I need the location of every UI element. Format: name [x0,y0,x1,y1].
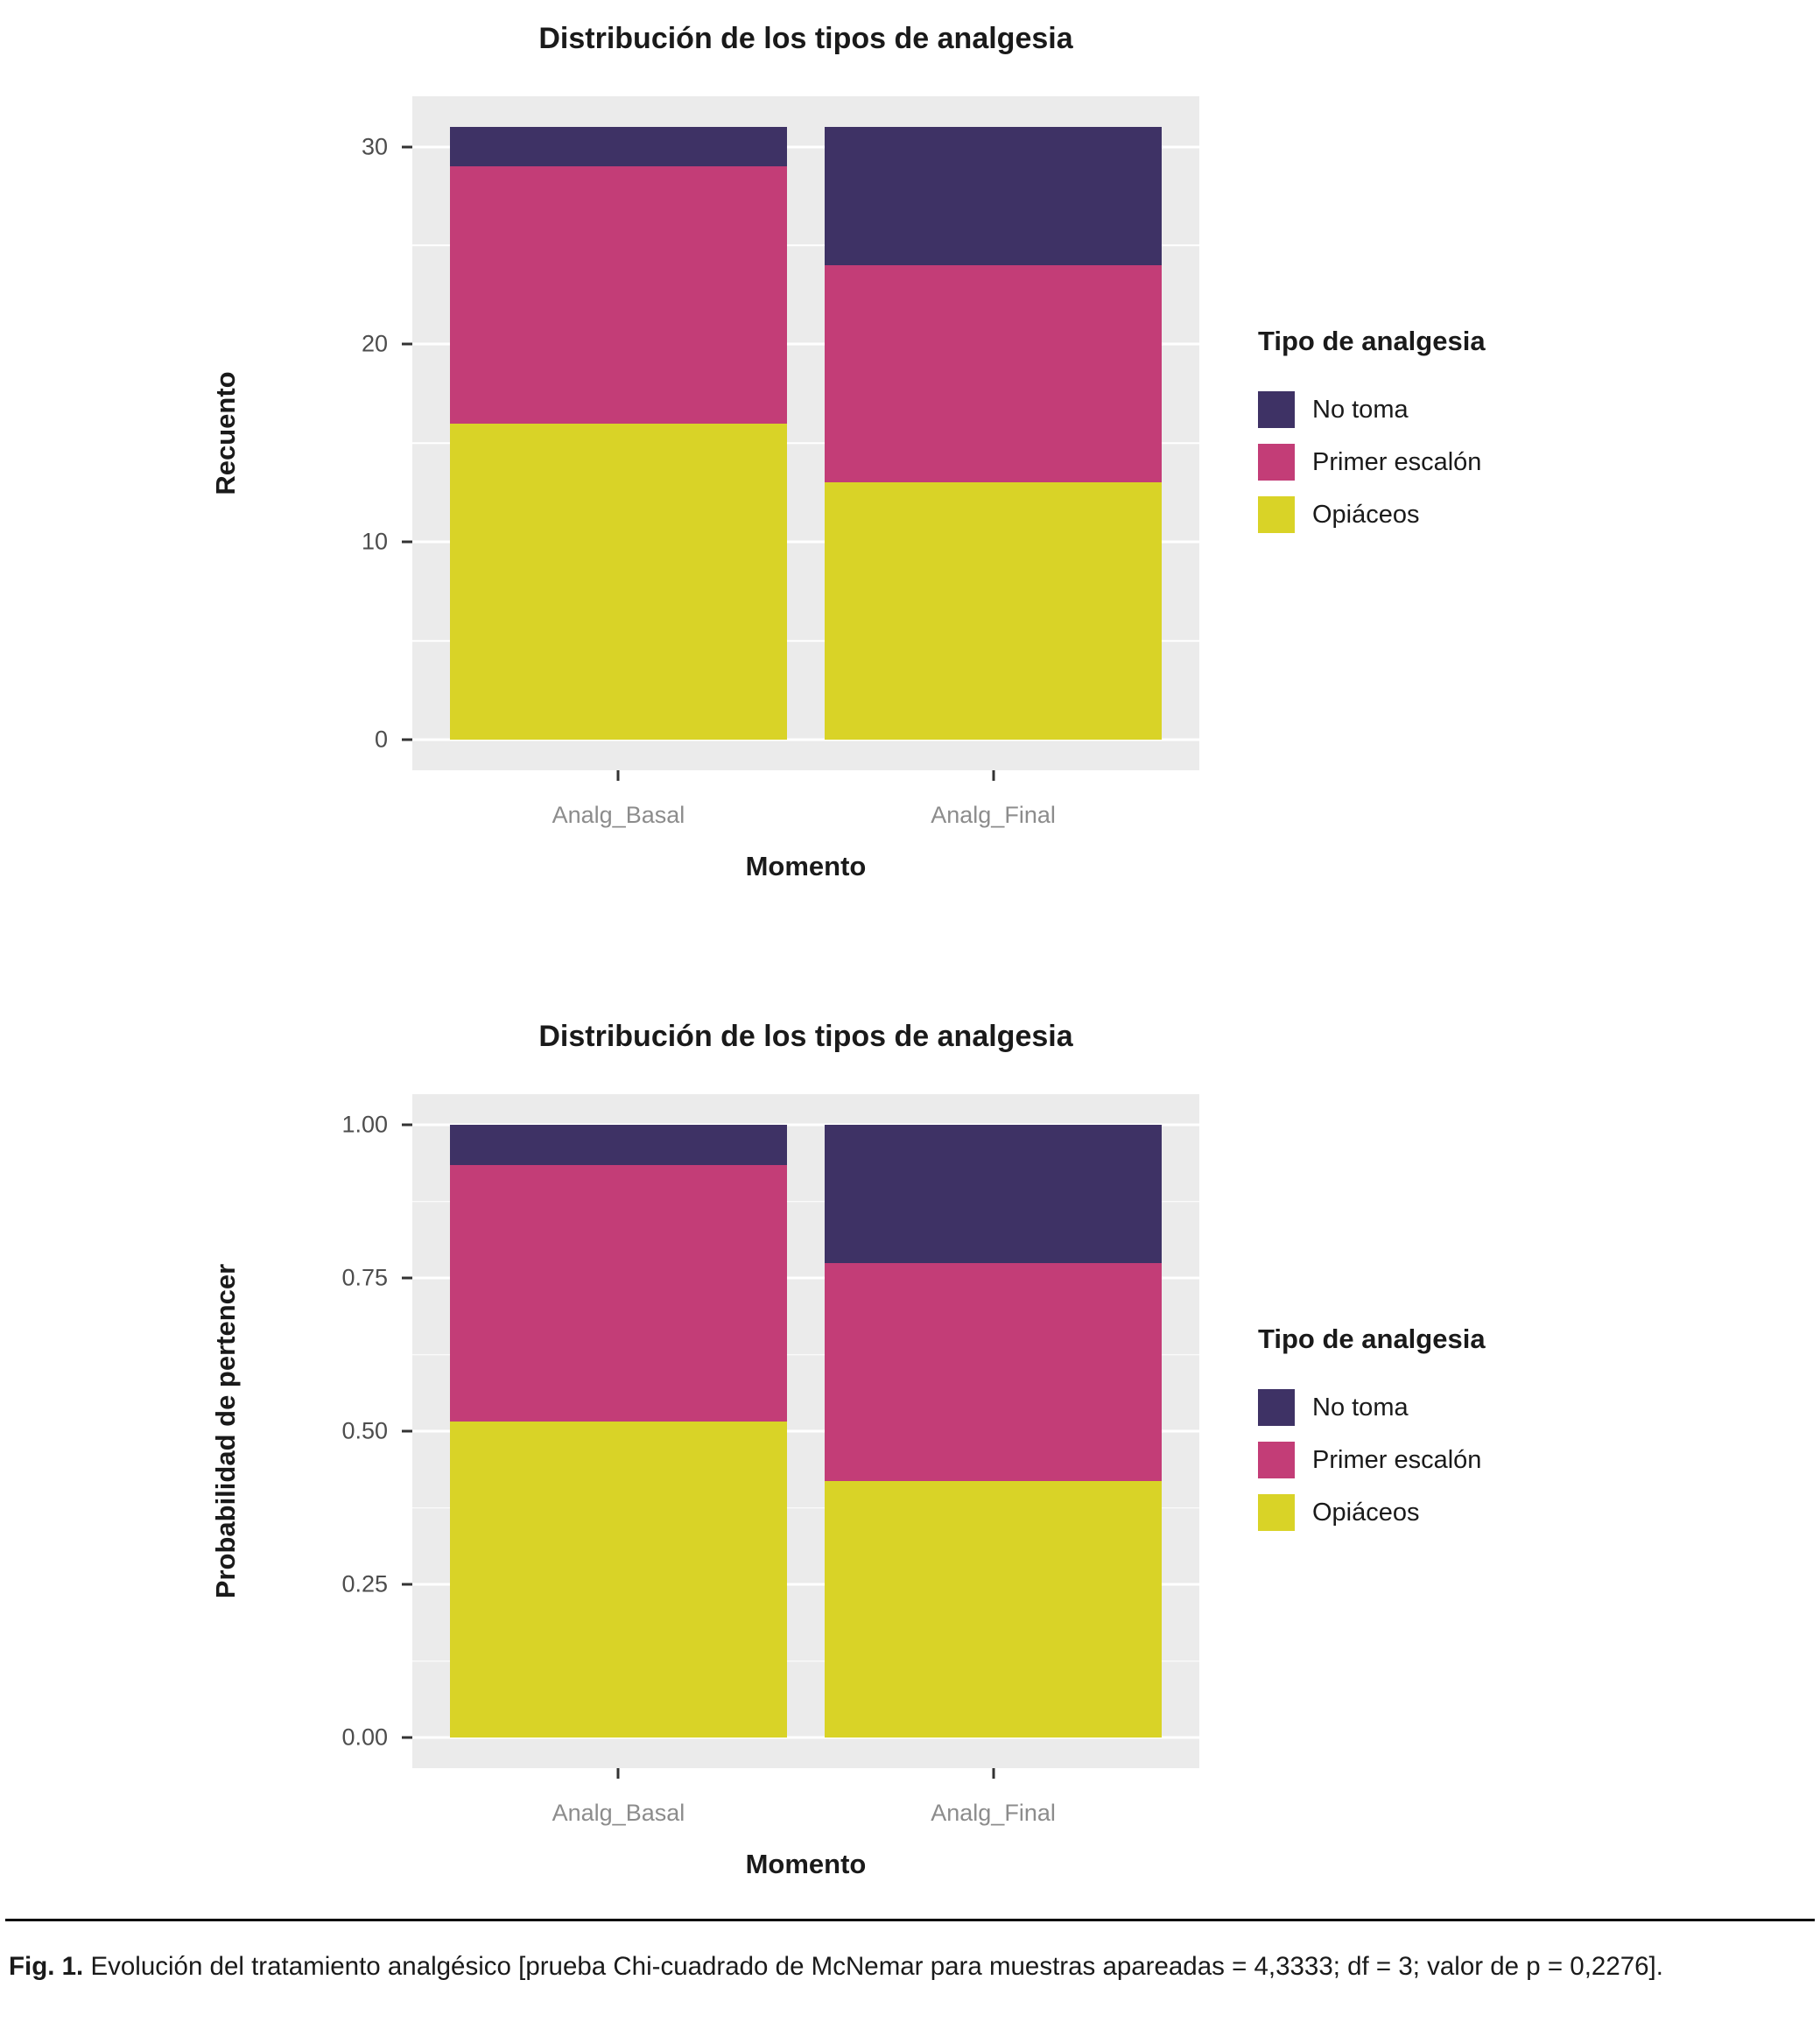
gridline-minor [412,1353,1199,1356]
gridline-major [412,1123,1199,1127]
legend-key-swatch [1258,1442,1295,1478]
y-tick-label: 0.50 [341,1417,388,1444]
count-chart-figure: Distribución de los tipos de analgesia R… [0,9,1820,963]
legend-key-swatch [1258,444,1295,481]
legend-item: Primer escalón [1258,436,1486,488]
legend-key-swatch [1258,391,1295,428]
stacked-bar [449,1094,788,1768]
legend: Tipo de analgesia No toma Primer escalón O… [1258,1323,1486,1539]
legend-entries: No toma Primer escalón Opiáceos [1258,383,1486,541]
legend-key-swatch [1258,1494,1295,1531]
bar-segment [449,166,788,424]
stacked-bar [824,96,1163,770]
legend-entries: No toma Primer escalón Opiáceos [1258,1381,1486,1539]
legend-title: Tipo de analgesia [1258,1323,1486,1354]
legend-item: Opiáceos [1258,488,1486,541]
x-tick-label: Analg_Basal [552,802,685,828]
legend-label: Opiáceos [1312,1498,1420,1527]
legend-key-swatch [1258,496,1295,533]
bar-segment [449,423,788,740]
chart-title: Distribución de los tipos de analgesia [538,22,1073,55]
gridline-major [412,342,1199,346]
y-tick-mark [402,1276,412,1280]
gridline-major [412,1583,1199,1586]
proportion-chart-figure: Distribución de los tipos de analgesia P… [0,1007,1820,1917]
y-tick-label: 1.00 [341,1111,388,1138]
bar-segment [449,1164,788,1422]
x-tick-label: Analg_Final [931,802,1056,828]
x-axis-title: Momento [745,851,867,881]
gridline-minor [412,1506,1199,1509]
stacked-bar [824,1094,1163,1768]
legend-item: No toma [1258,1381,1486,1434]
y-tick-label: 10 [361,528,388,555]
x-tick-mark [992,770,995,781]
bar-segment [449,1421,788,1738]
y-tick-label: 0.75 [341,1264,388,1291]
bar-segment [824,1480,1163,1738]
legend-label: Primer escalón [1312,447,1482,476]
x-tick-mark [616,1768,620,1779]
legend-label: Primer escalón [1312,1445,1482,1474]
y-tick-label: 0.00 [341,1724,388,1751]
legend-label: No toma [1312,395,1409,424]
bar-segment [449,127,788,167]
caption-divider [5,1919,1815,1921]
gridline-major [412,738,1199,741]
legend-key-swatch [1258,1389,1295,1426]
plot-panel [412,96,1199,770]
stacked-bar [449,96,788,770]
gridline-minor [412,1660,1199,1662]
gridline-major [412,1736,1199,1739]
gridline-major [412,1429,1199,1433]
x-tick-mark [616,770,620,781]
legend-title: Tipo de analgesia [1258,326,1486,356]
bar-segment [824,127,1163,266]
gridline-minor [412,244,1199,247]
y-tick-mark [402,1123,412,1127]
bar-segment [824,265,1163,483]
figure-caption: Fig. 1. Evolución del tratamiento analgé… [9,1948,1811,1986]
legend-label: Opiáceos [1312,500,1420,529]
plot-panel [412,1094,1199,1768]
caption-label: Fig. 1. [9,1952,84,1981]
chart-title: Distribución de los tipos de analgesia [538,1020,1073,1053]
y-tick-label: 30 [361,133,388,160]
x-axis-ticks: Analg_Basal Analg_Final [412,1768,1199,1838]
bar-segment [824,1125,1163,1264]
y-tick-mark [402,145,412,149]
gridline-major [412,540,1199,544]
gridline-major [412,145,1199,149]
y-tick-mark [402,342,412,346]
y-tick-mark [402,1429,412,1433]
y-tick-mark [402,540,412,544]
legend-item: Opiáceos [1258,1486,1486,1539]
y-tick-label: 20 [361,330,388,357]
y-tick-mark [402,738,412,741]
y-tick-mark [402,1736,412,1739]
bar-segment [824,482,1163,740]
x-tick-label: Analg_Basal [552,1800,685,1826]
bar-segment [824,1263,1163,1481]
x-tick-label: Analg_Final [931,1800,1056,1826]
y-axis-ticks: 0.00 0.25 0.50 0.75 1.00 [0,1094,412,1768]
legend: Tipo de analgesia No toma Primer escalón O… [1258,326,1486,541]
caption-text: Evolución del tratamiento analgésico [pr… [90,1952,1663,1981]
y-tick-mark [402,1583,412,1586]
legend-item: No toma [1258,383,1486,436]
legend-item: Primer escalón [1258,1434,1486,1486]
gridline-major [412,1276,1199,1280]
legend-label: No toma [1312,1393,1409,1422]
y-tick-label: 0 [374,726,388,753]
x-tick-mark [992,1768,995,1779]
x-axis-title: Momento [745,1849,867,1879]
y-axis-ticks: 0 10 20 30 [0,96,412,770]
bar-segment [449,1125,788,1165]
gridline-minor [412,442,1199,445]
y-tick-label: 0.25 [341,1570,388,1597]
gridline-minor [412,640,1199,642]
gridline-minor [412,1200,1199,1203]
x-axis-ticks: Analg_Basal Analg_Final [412,770,1199,840]
